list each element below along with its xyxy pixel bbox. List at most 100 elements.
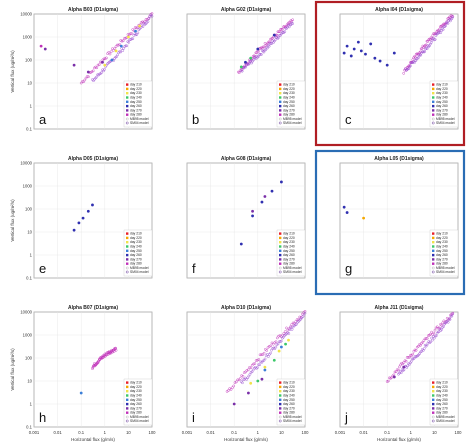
legend-label: day 260 xyxy=(130,253,142,257)
legend-box xyxy=(123,229,153,277)
legend-swatch xyxy=(432,241,435,244)
data-point xyxy=(279,27,283,31)
data-point xyxy=(127,40,131,44)
legend-swatch xyxy=(279,402,282,406)
data-point xyxy=(373,56,377,60)
legend-label: day 250 xyxy=(130,398,142,402)
data-point xyxy=(114,49,118,53)
legend-label: SM04 model xyxy=(283,270,302,274)
y-tick-label: 1 xyxy=(30,104,33,109)
data-point xyxy=(424,47,427,51)
data-point xyxy=(247,62,251,66)
panel-letter: g xyxy=(345,261,352,276)
data-point xyxy=(394,370,398,373)
data-point xyxy=(120,39,124,43)
legend-label: SM04 model xyxy=(436,419,455,423)
legend-swatch xyxy=(432,407,435,410)
legend-box xyxy=(123,80,153,128)
legend-label: MB95 model xyxy=(283,117,302,121)
data-point xyxy=(95,66,99,70)
legend-swatch xyxy=(432,249,435,252)
legend-label: MB95 model xyxy=(130,266,149,270)
data-point xyxy=(302,313,306,317)
data-point xyxy=(126,35,130,39)
data-point xyxy=(409,360,413,363)
legend-label: MB95 model xyxy=(436,117,455,121)
data-point xyxy=(438,27,441,31)
legend-swatch xyxy=(279,394,282,397)
legend-swatch xyxy=(432,385,435,389)
data-point xyxy=(446,22,450,25)
legend-label: day 210 xyxy=(283,381,295,385)
legend-swatch xyxy=(126,96,129,99)
y-tick-label: 10 xyxy=(27,379,32,384)
data-point xyxy=(278,34,281,37)
legend-label: MB95 model xyxy=(130,415,149,419)
legend-swatch xyxy=(279,236,282,240)
legend-label: day 230 xyxy=(283,389,295,393)
data-point xyxy=(236,378,240,382)
data-point xyxy=(256,379,260,383)
x-tick-label: 1 xyxy=(104,430,107,435)
data-point xyxy=(239,65,243,69)
data-point xyxy=(116,53,120,57)
panel-letter: h xyxy=(39,410,46,425)
y-tick-label: 1000 xyxy=(23,35,33,40)
legend-label: MB95 model xyxy=(436,266,455,270)
data-point xyxy=(124,44,128,48)
panel-a: Alpha B03 (D1sigma) 0.1 1 10 100 1000 10000 Ver… xyxy=(10,7,154,132)
legend-swatch xyxy=(126,245,129,248)
data-point xyxy=(232,384,236,388)
data-point xyxy=(429,42,432,46)
data-point xyxy=(81,216,85,220)
legend-swatch xyxy=(126,87,129,91)
data-point xyxy=(275,33,279,37)
legend-marker xyxy=(125,121,129,125)
legend-label: day 230 xyxy=(130,240,142,244)
legend-label: day 250 xyxy=(130,100,142,104)
data-point xyxy=(266,46,269,50)
legend-label: day 250 xyxy=(283,100,295,104)
y-tick-label: 100 xyxy=(25,207,33,212)
legend-swatch xyxy=(432,398,435,401)
data-point xyxy=(146,20,150,23)
data-point xyxy=(273,38,277,42)
data-point xyxy=(144,18,148,21)
data-point xyxy=(244,370,247,374)
legend-marker xyxy=(431,419,435,423)
legend-swatch xyxy=(279,83,282,86)
data-point xyxy=(150,14,154,18)
legend-box xyxy=(276,229,306,277)
data-point xyxy=(448,318,452,321)
data-point xyxy=(432,331,436,335)
data-point xyxy=(115,43,119,47)
data-point xyxy=(91,203,94,207)
data-point xyxy=(274,345,278,349)
data-point xyxy=(87,75,90,79)
legend-marker xyxy=(125,266,129,270)
legend-swatch xyxy=(279,92,282,95)
data-point xyxy=(402,71,406,75)
data-point xyxy=(119,44,123,48)
data-point xyxy=(451,15,455,19)
legend-swatch xyxy=(279,407,282,410)
legend-label: day 270 xyxy=(436,406,448,410)
data-point xyxy=(406,364,410,368)
data-point xyxy=(290,322,294,326)
data-point xyxy=(444,24,447,28)
data-point xyxy=(433,38,437,41)
legend-marker xyxy=(431,415,435,419)
legend-swatch xyxy=(126,92,129,95)
data-point xyxy=(143,19,147,23)
legend-swatch xyxy=(126,258,129,261)
legend-label: day 220 xyxy=(283,385,295,389)
legend-swatch xyxy=(432,390,435,393)
data-point xyxy=(303,309,307,313)
legend-label: day 250 xyxy=(436,398,448,402)
data-point xyxy=(278,30,282,33)
panel-h: Alpha B07 (D1sigma) 0.001 0.01 0.1 1 10 100 0.1… xyxy=(10,305,156,442)
data-point xyxy=(425,337,429,340)
legend-label: day 230 xyxy=(130,91,142,95)
y-tick-label: 100 xyxy=(25,58,33,63)
legend-label: day 280 xyxy=(436,262,448,266)
